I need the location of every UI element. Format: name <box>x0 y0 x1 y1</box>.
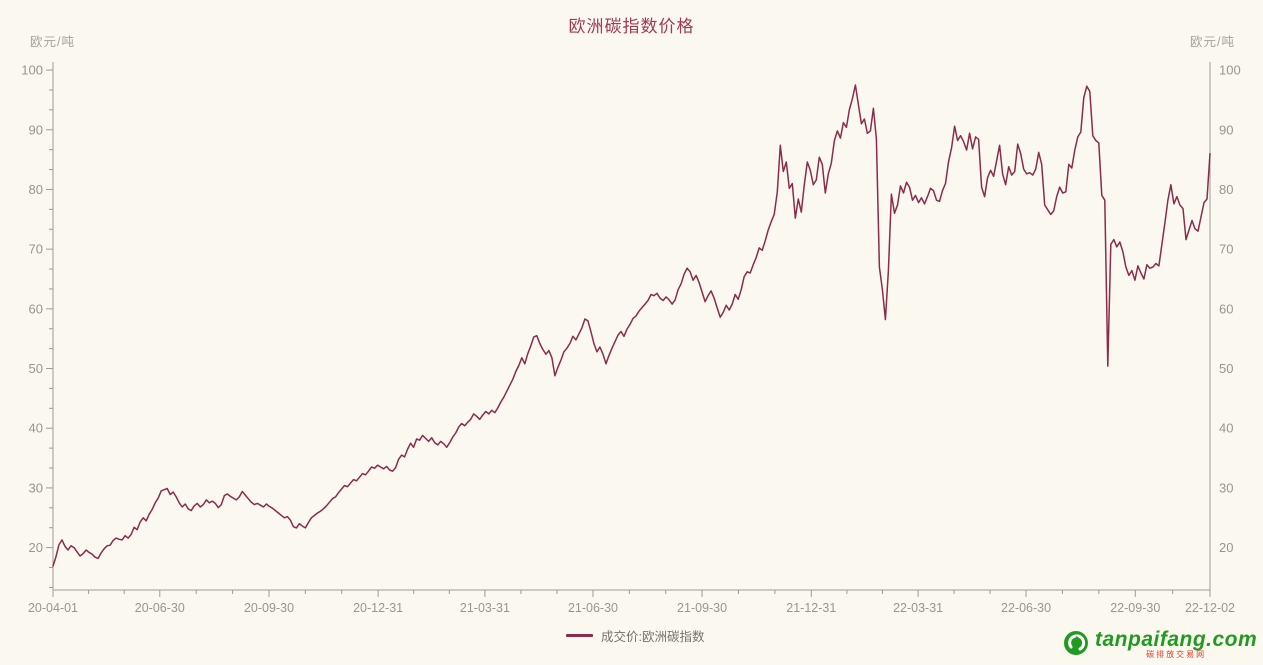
svg-text:80: 80 <box>29 182 43 197</box>
svg-text:30: 30 <box>29 480 43 495</box>
recycle-leaf-icon <box>1064 631 1088 655</box>
legend-label: 成交价:欧洲碳指数 <box>601 630 705 644</box>
y-axis-unit-right: 欧元/吨 <box>1190 35 1235 49</box>
svg-text:70: 70 <box>1219 242 1233 257</box>
svg-text:21-09-30: 21-09-30 <box>677 601 727 615</box>
price-series <box>52 84 1211 567</box>
svg-text:30: 30 <box>1219 480 1233 495</box>
brand-text: tanpaifang.com <box>1095 628 1258 651</box>
svg-text:60: 60 <box>1219 301 1233 316</box>
svg-text:21-03-31: 21-03-31 <box>460 601 510 615</box>
svg-text:22-03-31: 22-03-31 <box>893 601 943 615</box>
y-axis-unit-left: 欧元/吨 <box>30 35 75 49</box>
svg-text:80: 80 <box>1219 182 1233 197</box>
svg-text:20-04-01: 20-04-01 <box>28 601 78 615</box>
svg-text:100: 100 <box>1219 63 1241 78</box>
chart-title: 欧洲碳指数价格 <box>568 17 695 36</box>
site-watermark-link[interactable]: tanpaifang.com 碳排放交易网 <box>1063 628 1258 660</box>
svg-text:20: 20 <box>29 540 43 555</box>
svg-text:100: 100 <box>21 63 43 78</box>
svg-text:22-06-30: 22-06-30 <box>1001 601 1051 615</box>
svg-text:50: 50 <box>1219 361 1233 376</box>
axes <box>52 62 1211 591</box>
svg-text:40: 40 <box>1219 421 1233 436</box>
svg-text:21-12-31: 21-12-31 <box>786 601 836 615</box>
svg-text:90: 90 <box>1219 122 1233 137</box>
x-axis-ticks: 20-04-01 20-06-30 20-09-30 20-12-31 21-03-31… <box>28 590 1235 615</box>
svg-text:70: 70 <box>29 242 43 257</box>
legend-line-swatch <box>566 634 593 637</box>
brand-text-block: tanpaifang.com 碳排放交易网 <box>1095 628 1258 660</box>
svg-text:21-06-30: 21-06-30 <box>568 601 618 615</box>
svg-text:90: 90 <box>29 122 43 137</box>
svg-text:22-12-02: 22-12-02 <box>1185 601 1235 615</box>
svg-text:50: 50 <box>29 361 43 376</box>
svg-text:20: 20 <box>1219 540 1233 555</box>
svg-text:20-12-31: 20-12-31 <box>353 601 403 615</box>
y-axis-ticks: 20 20 30 30 40 40 50 50 60 60 70 70 80 80 90 90 100 100 <box>21 63 1241 588</box>
svg-text:20-09-30: 20-09-30 <box>244 601 294 615</box>
brand-subtitle: 碳排放交易网 <box>1146 650 1207 659</box>
svg-text:22-09-30: 22-09-30 <box>1110 601 1160 615</box>
svg-text:40: 40 <box>29 421 43 436</box>
svg-text:20-06-30: 20-06-30 <box>135 601 185 615</box>
price-line <box>52 84 1211 567</box>
svg-text:60: 60 <box>29 301 43 316</box>
legend-item-price[interactable]: 成交价:欧洲碳指数 <box>566 626 704 645</box>
